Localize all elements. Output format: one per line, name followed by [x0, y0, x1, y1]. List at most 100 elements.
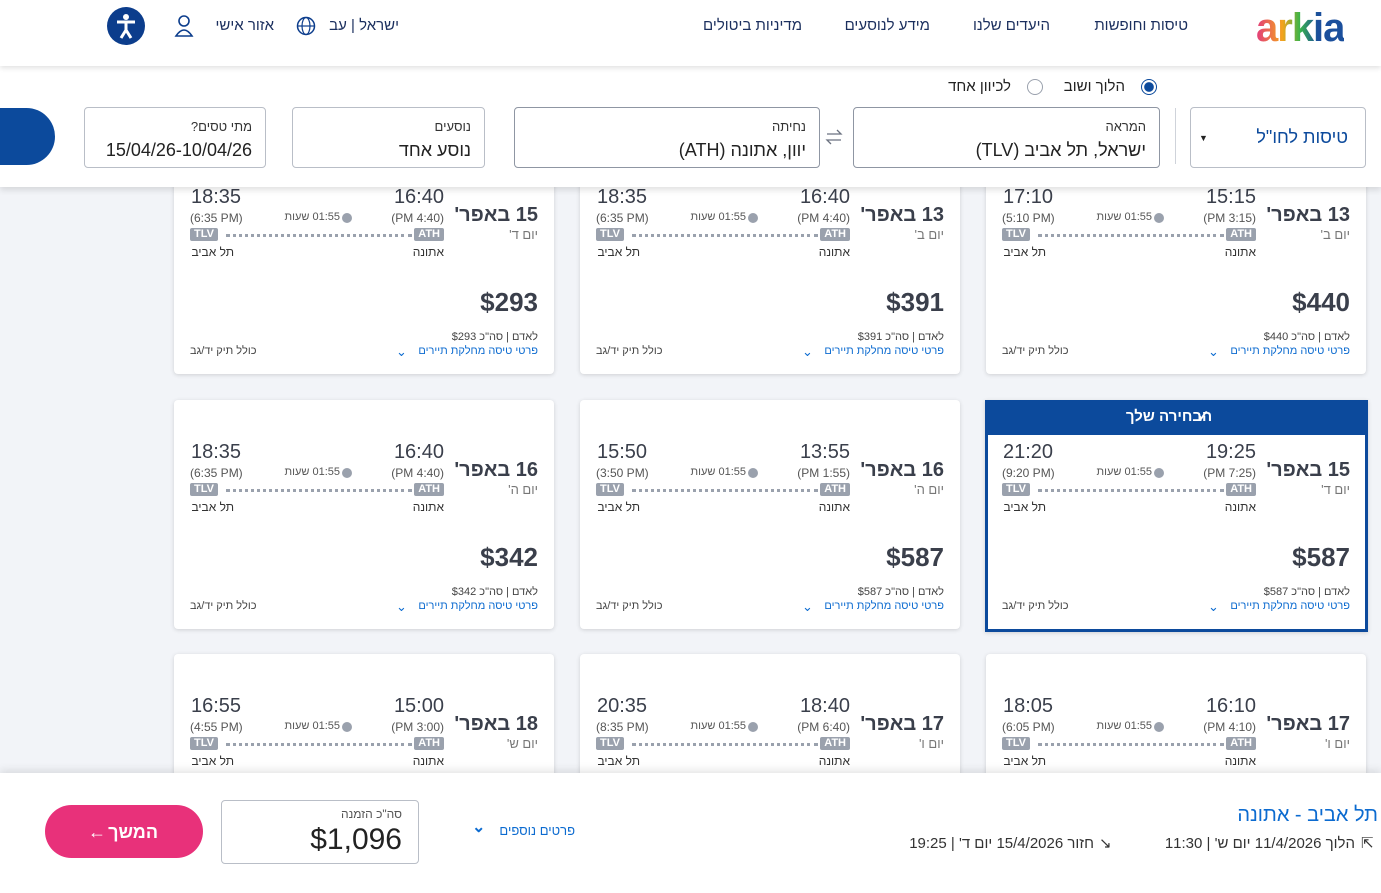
flight-date: 16 באפר' [454, 459, 538, 481]
flight-type-dropdown[interactable] [1190, 107, 1366, 168]
flight-date: 18 באפר' [454, 713, 538, 735]
depart-time-12h: (4:40 PM) [797, 210, 850, 225]
flight-details-link[interactable]: פרטי טיסה מחלקת תיירים [824, 345, 944, 358]
chevron: ⌄ [396, 599, 407, 615]
header: arkia [0, 0, 1381, 66]
price: $391 [886, 287, 944, 318]
passengers-field[interactable] [292, 107, 485, 168]
return: חזור 15/4/2026 יום ד' | 19:25 [909, 835, 1094, 852]
from-code: ATH [1226, 228, 1256, 242]
baggage: כולל תיק יד/גב [190, 600, 257, 613]
nav-link[interactable]: היעדים שלנו [972, 17, 1050, 34]
flight-card[interactable] [985, 400, 1368, 632]
flight-details-link[interactable]: פרטי טיסה מחלקת תיירים [418, 600, 538, 613]
outbound: הלוך 11/4/2026 יום ש' | 11:30 [1164, 835, 1355, 852]
nav-link[interactable]: מדיניות ביטולים [703, 17, 802, 34]
flight-day: יום ב' [1320, 227, 1350, 243]
continue-label[interactable]: המשך [108, 822, 158, 843]
arrive-time-12h: (8:35 PM) [596, 719, 649, 734]
depart-time-12h: (1:55 PM) [797, 465, 850, 480]
depart-time: 16:40 [799, 186, 850, 208]
route-line [632, 489, 818, 492]
to-city: תל אביב [191, 499, 234, 514]
trip-type[interactable]: הלוך ושוב [1063, 78, 1125, 95]
to-city: תל אביב [1003, 244, 1046, 259]
flight-details-link[interactable]: פרטי טיסה מחלקת תיירים [418, 345, 538, 358]
arrive-time-12h: (6:05 PM) [1002, 719, 1055, 734]
language-selector[interactable]: ישראל | עב [329, 17, 399, 34]
logo[interactable]: arkia [1256, 6, 1345, 50]
from-city: אתונה [818, 753, 850, 768]
price-note: לאדם | סה"כ $440 [1263, 331, 1350, 344]
depart-time-12h: (7:25 PM) [1203, 465, 1256, 480]
clock-icon [342, 468, 352, 478]
from-city: אתונה [1224, 499, 1256, 514]
duration: 01:55 שעות [690, 211, 746, 224]
more-details[interactable]: פרטים נוספים [499, 823, 575, 839]
depart-time-12h: (3:00 PM) [391, 719, 444, 734]
to-city: תל אביב [597, 753, 640, 768]
nav-link[interactable]: טיסות וחופשות [1094, 17, 1188, 34]
flight-card[interactable] [580, 400, 960, 629]
duration: 01:55 שעות [690, 720, 746, 733]
from-code: ATH [820, 737, 850, 751]
destination-field[interactable] [514, 107, 820, 168]
chevron: ⌄ [802, 344, 813, 360]
nav-link[interactable]: מידע לנוסעים [844, 17, 930, 34]
dates-label: מתי טסים? [190, 119, 252, 135]
continue-button[interactable] [45, 805, 203, 858]
to-code: TLV [190, 228, 218, 242]
arrive-time: 18:35 [597, 186, 648, 208]
duration: 01:55 שעות [284, 720, 340, 733]
to-city: תל אביב [191, 244, 234, 259]
price-note: לאדם | סה"כ $342 [451, 586, 538, 599]
arrive-time: 18:35 [191, 186, 242, 208]
to-code: TLV [596, 483, 624, 497]
arrive-time: 15:50 [597, 441, 648, 463]
radio[interactable] [1141, 79, 1157, 95]
duration: 01:55 שעות [284, 466, 340, 479]
flight-details-link[interactable]: פרטי טיסה מחלקת תיירים [1230, 345, 1350, 358]
origin-field[interactable] [853, 107, 1160, 168]
flight-day: יום ד' [1321, 482, 1350, 498]
dates-field[interactable] [84, 107, 266, 168]
price-note: לאדם | סה"כ $587 [857, 586, 944, 599]
price: $587 [1292, 542, 1350, 573]
flight-date: 13 באפר' [860, 204, 944, 226]
depart-time: 18:40 [799, 695, 850, 717]
return-icon: ↘ [1099, 835, 1112, 852]
price: $293 [480, 287, 538, 318]
route-title: תל אביב - אתונה [1237, 804, 1378, 826]
flight-date: 17 באפר' [860, 713, 944, 735]
arrive-time: 21:20 [1003, 441, 1054, 463]
duration: 01:55 שעות [1096, 211, 1152, 224]
swap-icon[interactable] [824, 128, 844, 146]
flight-details-link[interactable]: פרטי טיסה מחלקת תיירים [824, 600, 944, 613]
to-code: TLV [596, 737, 624, 751]
duration: 01:55 שעות [690, 466, 746, 479]
to-code: TLV [596, 228, 624, 242]
route-line [1038, 743, 1224, 746]
duration: 01:55 שעות [1096, 720, 1152, 733]
flight-day: יום ו' [918, 736, 944, 752]
outbound-icon: ⇱ [1361, 835, 1374, 852]
radio[interactable] [1027, 79, 1043, 95]
flight-day: יום ה' [508, 482, 538, 498]
chevron: ⌄ [802, 599, 813, 615]
check-icon: ✓ [1197, 408, 1210, 425]
accessibility-button[interactable] [107, 7, 145, 45]
destination-label: נחיתה [772, 119, 806, 135]
account-link[interactable]: אזור אישי [215, 17, 274, 34]
price-note: לאדם | סה"כ $391 [857, 331, 944, 344]
arrive-time-12h: (6:35 PM) [190, 465, 243, 480]
depart-time-12h: (6:40 PM) [797, 719, 850, 734]
search-button[interactable] [0, 108, 55, 165]
route-line [226, 489, 412, 492]
route-line [632, 743, 818, 746]
trip-type[interactable]: לכיוון אחד [948, 78, 1011, 95]
flight-card[interactable] [174, 400, 554, 629]
flight-details-link[interactable]: פרטי טיסה מחלקת תיירים [1230, 600, 1350, 613]
arrive-time-12h: (3:50 PM) [596, 465, 649, 480]
clock-icon [1154, 468, 1164, 478]
to-city: תל אביב [191, 753, 234, 768]
